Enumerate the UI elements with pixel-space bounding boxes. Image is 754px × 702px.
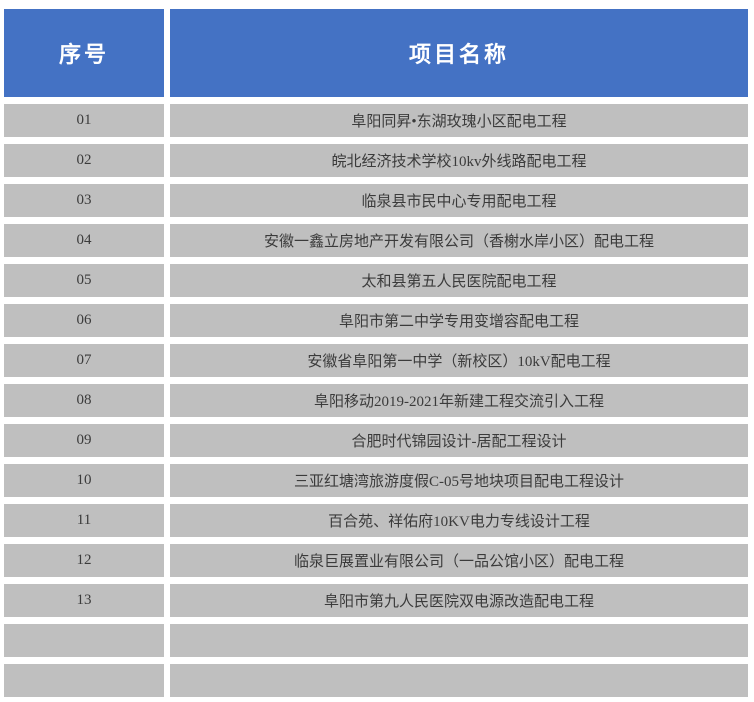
row-index-cell: 11: [4, 504, 164, 537]
row-name-cell: 临泉县市民中心专用配电工程: [170, 184, 748, 217]
table-row: 03 临泉县市民中心专用配电工程: [4, 184, 750, 217]
row-name-cell: 阜阳同昇•东湖玫瑰小区配电工程: [170, 104, 748, 137]
row-name-cell: 三亚红塘湾旅游度假C-05号地块项目配电工程设计: [170, 464, 748, 497]
row-name-cell: 合肥时代锦园设计-居配工程设计: [170, 424, 748, 457]
table-row: 13 阜阳市第九人民医院双电源改造配电工程: [4, 584, 750, 617]
table-row: 10 三亚红塘湾旅游度假C-05号地块项目配电工程设计: [4, 464, 750, 497]
header-cell-index: 序号: [4, 9, 164, 97]
row-index-cell: 01: [4, 104, 164, 137]
table-row: 01 阜阳同昇•东湖玫瑰小区配电工程: [4, 104, 750, 137]
table-row: 11 百合苑、祥佑府10KV电力专线设计工程: [4, 504, 750, 537]
table-row: 12 临泉巨展置业有限公司（一品公馆小区）配电工程: [4, 544, 750, 577]
row-name-cell: 皖北经济技术学校10kv外线路配电工程: [170, 144, 748, 177]
row-index-cell: 12: [4, 544, 164, 577]
table-row: 05 太和县第五人民医院配电工程: [4, 264, 750, 297]
row-index-cell: 08: [4, 384, 164, 417]
row-name-cell: 临泉巨展置业有限公司（一品公馆小区）配电工程: [170, 544, 748, 577]
table-row: [4, 624, 750, 657]
row-index-cell: 04: [4, 224, 164, 257]
row-name-cell: 安徽省阜阳第一中学（新校区）10kV配电工程: [170, 344, 748, 377]
row-index-cell: [4, 664, 164, 697]
row-index-cell: 10: [4, 464, 164, 497]
row-name-cell: [170, 664, 748, 697]
row-index-cell: 02: [4, 144, 164, 177]
table-row: 07 安徽省阜阳第一中学（新校区）10kV配电工程: [4, 344, 750, 377]
row-index-cell: 05: [4, 264, 164, 297]
table-row: 09 合肥时代锦园设计-居配工程设计: [4, 424, 750, 457]
table-row: 04 安徽一鑫立房地产开发有限公司（香榭水岸小区）配电工程: [4, 224, 750, 257]
header-cell-name: 项目名称: [170, 9, 748, 97]
row-name-cell: 太和县第五人民医院配电工程: [170, 264, 748, 297]
row-index-cell: 13: [4, 584, 164, 617]
row-index-cell: 07: [4, 344, 164, 377]
row-index-cell: 03: [4, 184, 164, 217]
row-index-cell: 09: [4, 424, 164, 457]
row-name-cell: 阜阳移动2019-2021年新建工程交流引入工程: [170, 384, 748, 417]
table-header-row: 序号 项目名称: [4, 9, 750, 97]
table-row: 06 阜阳市第二中学专用变增容配电工程: [4, 304, 750, 337]
row-index-cell: 06: [4, 304, 164, 337]
row-name-cell: 安徽一鑫立房地产开发有限公司（香榭水岸小区）配电工程: [170, 224, 748, 257]
table-row: [4, 664, 750, 697]
row-name-cell: 百合苑、祥佑府10KV电力专线设计工程: [170, 504, 748, 537]
table-body: 01 阜阳同昇•东湖玫瑰小区配电工程 02 皖北经济技术学校10kv外线路配电工…: [4, 104, 750, 697]
row-index-cell: [4, 624, 164, 657]
row-name-cell: [170, 624, 748, 657]
row-name-cell: 阜阳市第九人民医院双电源改造配电工程: [170, 584, 748, 617]
table-row: 02 皖北经济技术学校10kv外线路配电工程: [4, 144, 750, 177]
table-row: 08 阜阳移动2019-2021年新建工程交流引入工程: [4, 384, 750, 417]
row-name-cell: 阜阳市第二中学专用变增容配电工程: [170, 304, 748, 337]
